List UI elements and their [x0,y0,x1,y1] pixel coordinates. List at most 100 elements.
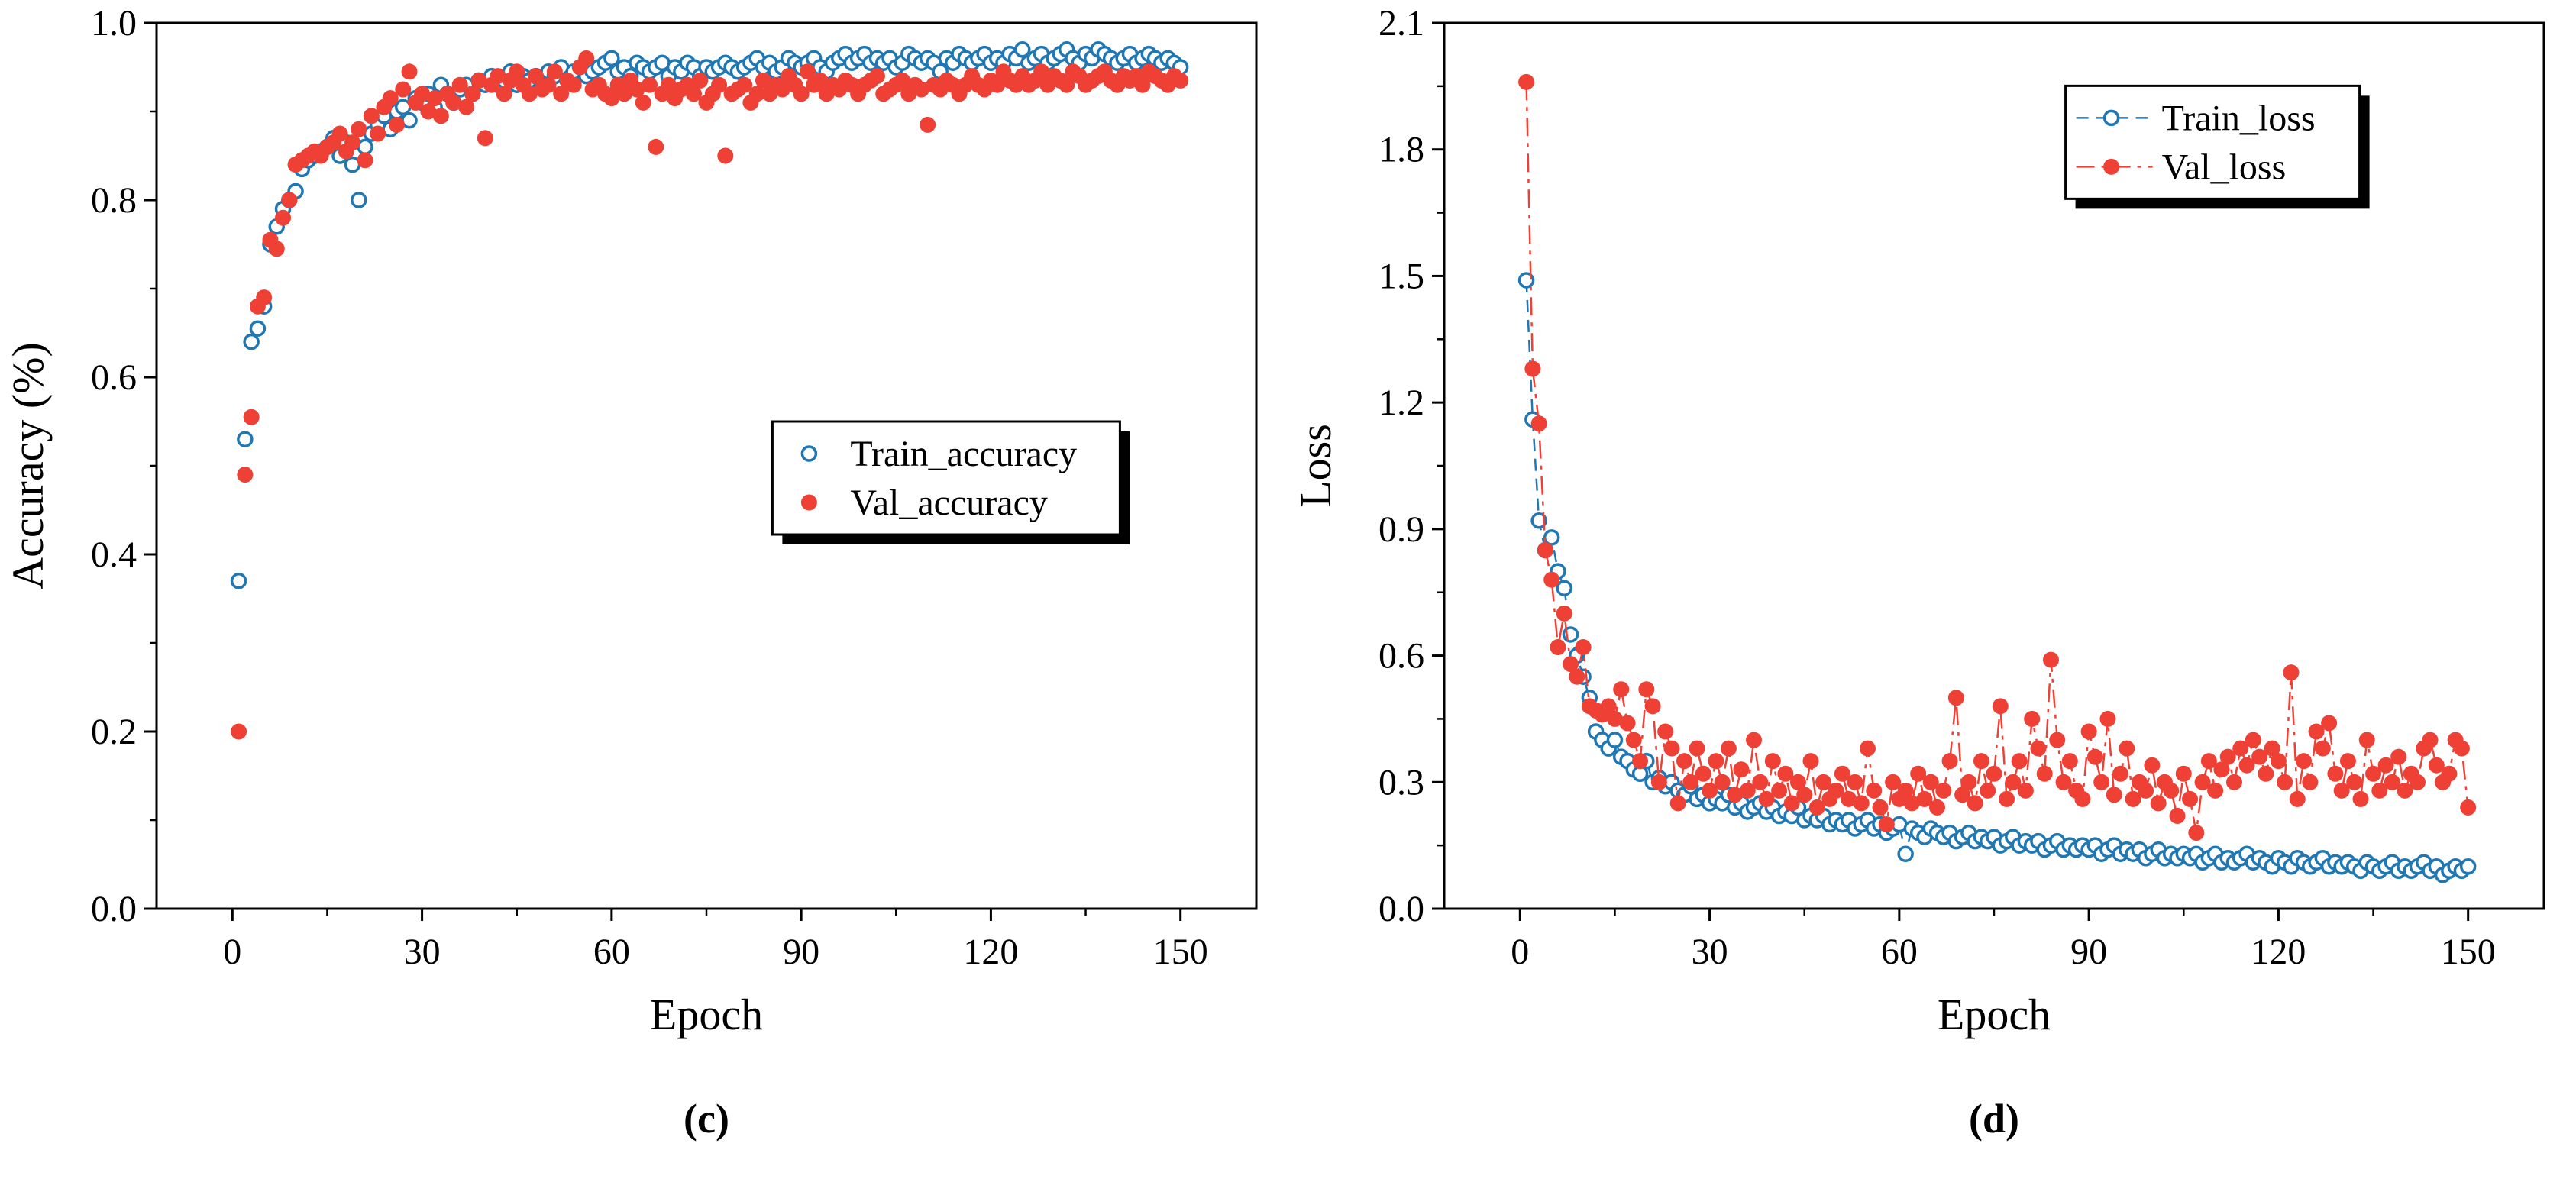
data-point [2245,732,2261,748]
data-point [458,99,475,115]
data-point [2119,740,2135,757]
data-point [2258,765,2274,782]
data-point [388,116,405,133]
data-point [2270,753,2287,770]
data-point [565,76,582,93]
data-point [1746,732,1763,748]
data-point [2011,753,2028,770]
data-point [490,68,506,85]
x-tick-label: 90 [2070,932,2107,972]
data-point [1872,799,1889,816]
data-point [1789,774,1806,790]
data-point [1638,681,1655,698]
legend-marker [800,445,818,462]
panel-caption-d: (d) [1969,1096,2019,1142]
data-point [1935,782,1952,799]
data-point [237,467,254,483]
data-point [281,192,298,208]
data-point [2283,664,2300,681]
y-tick-label: 0.0 [1378,889,1424,929]
data-point [2099,710,2116,727]
data-point [1999,790,2015,807]
data-point [1619,715,1636,732]
data-point [2175,765,2192,782]
data-point [1853,795,1870,812]
data-point [1518,73,1535,90]
series-val_accuracy [231,50,1189,740]
data-point [230,573,247,590]
data-point [2238,757,2255,774]
data-point [1808,799,1825,816]
data-point [755,72,771,89]
data-point [1714,774,1731,790]
y-axis-title: Accuracy (%) [3,342,53,590]
data-point [1986,765,2002,782]
y-tick-label: 1.8 [1378,130,1424,170]
data-point [420,103,437,120]
data-point [711,76,728,93]
y-tick-label: 2.1 [1378,3,1424,44]
data-point [2453,740,2470,757]
data-point [1777,765,1794,782]
data-point [1878,816,1895,833]
data-point [660,76,677,93]
data-point [1815,774,1832,790]
data-point [717,147,734,164]
y-tick-label: 1.5 [1378,256,1424,296]
data-point [528,68,545,85]
data-point [1033,63,1050,80]
data-point [1702,782,1718,799]
data-point [268,241,285,257]
data-point [1134,76,1151,93]
data-point [1916,790,1933,807]
series-train_loss [1517,272,2477,883]
data-point [1524,360,1541,377]
data-point [748,86,765,102]
y-tick-label: 0.6 [91,357,137,398]
x-tick-label: 150 [2441,932,2496,972]
data-point [2339,753,2356,770]
data-point [363,108,380,124]
data-point [2384,774,2400,790]
data-point [1885,774,1902,790]
data-point [331,125,348,142]
y-tick-label: 0.0 [91,889,137,929]
data-point [521,86,538,102]
data-point [2460,799,2477,816]
data-point [1537,541,1553,558]
data-point [2200,753,2217,770]
data-point [275,209,292,226]
data-point [1695,765,1711,782]
data-point [1910,765,1927,782]
data-point [1733,761,1750,778]
data-point [2036,765,2053,782]
data-point [1613,681,1630,698]
data-point [1676,753,1692,770]
data-point [1859,740,1876,757]
legend-label: Val_accuracy [850,483,1048,523]
data-point [1960,774,1977,790]
x-tick-label: 30 [1692,932,1728,972]
data-point [2150,795,2167,812]
data-point [2346,774,2363,790]
data-point [2017,782,2034,799]
data-point [1973,753,1989,770]
y-axis-title: Loss [1291,424,1340,508]
data-point [2106,787,2122,803]
accuracy-chart: 0 30 60 90 120 150 0.0 0.2 0.4 0.6 0.8 1.0 Epoch Accu… [3,3,1258,1039]
data-point [2005,774,2022,790]
data-point [692,72,709,89]
loss-chart: 0 30 60 90 120 150 0.0 0.3 0.6 0.9 1.2 1.5 1.8 2.1 Epo… [1291,3,2545,1039]
data-point [1682,774,1699,790]
data-point [1847,774,1863,790]
data-point [2441,765,2458,782]
data-point [2302,774,2319,790]
data-point [2163,782,2180,799]
legend-box [2064,84,2361,200]
data-point [249,320,267,337]
data-point [370,125,386,142]
x-tick-label: 0 [1511,932,1529,972]
data-point [2061,753,2078,770]
data-point [2086,748,2103,765]
data-point [2144,757,2161,774]
